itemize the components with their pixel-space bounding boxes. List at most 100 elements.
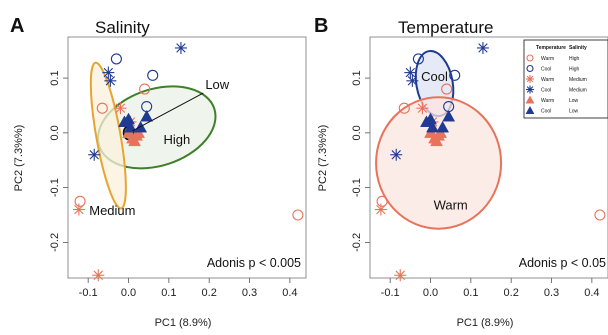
data-point	[476, 41, 489, 54]
data-point	[122, 112, 135, 125]
data-point	[424, 112, 437, 125]
legend-marker	[526, 64, 534, 73]
legend-marker	[526, 85, 534, 94]
x-axis-label-a: PC1 (8.9%)	[155, 317, 212, 329]
data-point	[139, 83, 151, 95]
legend-salinity-label: High	[569, 56, 580, 62]
legend-marker	[525, 105, 535, 114]
legend-salinity-label: Medium	[569, 77, 587, 83]
panel-b-title: Temperature	[398, 18, 493, 37]
x-ticks-b: -0.1 0.0 0.1 0.2 0.3 0.4	[381, 278, 600, 299]
legend-salinity-label: Low	[569, 109, 579, 115]
x-tick-label: 0.2	[504, 287, 519, 299]
data-point	[124, 120, 137, 133]
data-point	[394, 269, 407, 282]
data-point	[102, 66, 115, 79]
x-tick-label: 0.0	[121, 287, 136, 299]
data-point	[92, 269, 105, 282]
x-tick-label: -0.1	[381, 287, 400, 299]
adonis-annotation-a: Adonis p < 0.005	[207, 256, 301, 270]
ellipse-label-high: High	[164, 132, 191, 147]
legend-marker	[525, 95, 535, 104]
panel-b: B Temperature PC1 (8.9%) PC2 (7.3%%) Coo…	[314, 15, 608, 329]
data-point	[412, 53, 424, 65]
legend-marker	[526, 54, 534, 62]
panel-a-title: Salinity	[95, 18, 150, 37]
data-point	[390, 148, 403, 161]
legend-salinity-label: High	[569, 67, 580, 73]
y-tick-label: 0.0	[49, 125, 61, 140]
x-axis-label-b: PC1 (8.9%)	[457, 317, 514, 329]
data-point	[406, 74, 419, 87]
y-tick-label: -0.2	[49, 233, 61, 252]
data-point	[104, 74, 117, 87]
point-layer-b: Cool Warm	[374, 41, 606, 282]
ellipse-medium	[89, 61, 127, 210]
legend-temperature-label: Cool	[541, 109, 551, 115]
data-point	[74, 195, 86, 207]
data-point	[376, 195, 388, 207]
data-point	[430, 134, 443, 147]
data-point	[374, 203, 387, 216]
x-tick-label: 0.2	[202, 287, 217, 299]
ellipse-layer-b	[375, 50, 503, 230]
x-ticks-a: -0.1 0.0 0.1 0.2 0.3 0.4	[79, 278, 298, 299]
legend-salinity-label: Medium	[569, 88, 587, 94]
x-tick-label: 0.0	[423, 287, 438, 299]
data-point	[594, 209, 606, 221]
data-point	[404, 66, 417, 79]
ellipse-label-cool: Cool	[421, 69, 448, 84]
legend-temperature-label: Warm	[541, 56, 554, 62]
y-ticks-b: -0.2 -0.1 0.0 0.1	[351, 70, 370, 252]
x-tick-label: 0.1	[463, 287, 478, 299]
data-point	[140, 109, 154, 122]
panel-letter-a: A	[10, 15, 24, 37]
y-tick-label: 0.1	[49, 70, 61, 85]
legend-temperature-label: Cool	[541, 88, 551, 94]
data-point	[442, 109, 456, 122]
legend-header-temperature: Temperature	[536, 45, 566, 51]
data-point	[441, 83, 453, 95]
x-tick-label: 0.3	[242, 287, 257, 299]
x-tick-label: 0.3	[544, 287, 559, 299]
y-tick-label: -0.1	[49, 178, 61, 197]
legend-rows: Warm High Cool High Warm Medium Cool Medium Warm…	[525, 54, 587, 115]
ellipse-label-low: Low	[205, 77, 229, 92]
plot-frame-a	[67, 36, 307, 279]
ellipse-label-medium: Medium	[89, 203, 135, 218]
legend-box	[523, 39, 608, 119]
legend-header-salinity: Salinity	[569, 45, 587, 51]
legend-salinity-label: Low	[569, 98, 579, 104]
legend-temperature-label: Warm	[541, 77, 554, 83]
data-point	[96, 102, 108, 114]
plot-frame-b	[369, 36, 608, 279]
data-point	[398, 102, 410, 114]
y-axis-label-a: PC2 (7.3%%)	[13, 125, 25, 192]
data-point	[72, 203, 85, 216]
x-tick-label: 0.4	[584, 287, 599, 299]
data-point	[449, 69, 461, 81]
data-point	[292, 209, 304, 221]
data-point	[436, 120, 450, 133]
y-axis-label-b: PC2 (7.3%%)	[317, 125, 329, 192]
y-ticks-a: -0.2 -0.1 0.0 0.1	[49, 70, 68, 252]
ellipse-label-warm: Warm	[434, 198, 468, 213]
x-tick-label: 0.4	[282, 287, 297, 299]
y-tick-label: -0.2	[351, 233, 363, 252]
data-point	[147, 69, 159, 81]
data-point	[128, 134, 141, 147]
y-tick-label: 0.1	[351, 70, 363, 85]
y-tick-label: -0.1	[351, 178, 363, 197]
y-tick-label: 0.0	[351, 125, 363, 140]
adonis-annotation-b: Adonis p < 0.05	[519, 256, 606, 270]
x-tick-label: 0.1	[161, 287, 176, 299]
ellipse-layer-a	[89, 61, 217, 210]
data-point	[110, 53, 122, 65]
legend-temperature-label: Warm	[541, 98, 554, 104]
legend-temperature-label: Cool	[541, 67, 551, 73]
data-point	[174, 41, 187, 54]
legend-marker	[526, 75, 534, 83]
x-tick-label: -0.1	[79, 287, 98, 299]
